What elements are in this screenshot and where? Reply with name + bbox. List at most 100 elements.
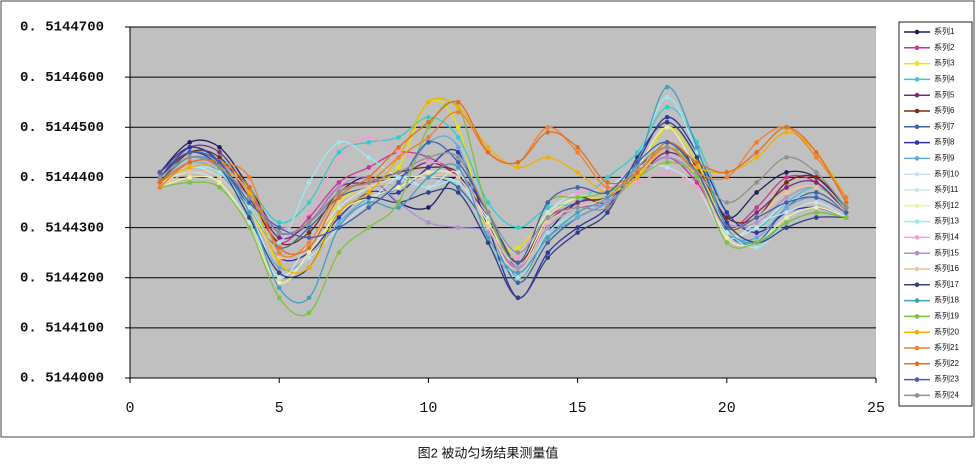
legend-marker xyxy=(914,77,920,82)
x-tick-label: 25 xyxy=(867,400,885,417)
data-point xyxy=(276,260,282,265)
legend-label: 系列17 xyxy=(934,279,959,289)
data-point xyxy=(306,215,312,220)
legend-label: 系列23 xyxy=(934,374,959,384)
data-point xyxy=(754,205,759,210)
data-point xyxy=(575,200,580,205)
data-point xyxy=(276,240,282,245)
data-point xyxy=(575,215,580,220)
data-point xyxy=(336,210,342,215)
data-point xyxy=(396,150,401,155)
y-tick-label: 0. 5144600 xyxy=(20,70,104,86)
legend-marker xyxy=(914,282,920,288)
data-point xyxy=(545,205,551,210)
legend-marker xyxy=(914,266,920,272)
data-point xyxy=(843,195,849,200)
data-point xyxy=(426,124,431,130)
data-point xyxy=(336,180,342,185)
legend-label: 系列3 xyxy=(934,58,955,68)
data-point xyxy=(396,135,401,140)
data-point xyxy=(217,155,222,160)
legend-label: 系列8 xyxy=(934,137,955,147)
data-point xyxy=(485,235,491,240)
data-point xyxy=(485,210,491,215)
data-point xyxy=(455,170,461,175)
data-point xyxy=(485,145,491,150)
data-point xyxy=(336,150,342,155)
data-point xyxy=(664,119,670,125)
legend-label: 系列14 xyxy=(934,232,959,242)
data-point xyxy=(814,180,819,185)
data-point xyxy=(426,135,431,140)
data-point xyxy=(664,114,670,120)
data-point xyxy=(605,200,610,205)
data-point xyxy=(754,220,759,225)
data-point xyxy=(276,270,282,276)
data-point xyxy=(664,124,670,130)
data-point xyxy=(545,220,551,225)
data-point xyxy=(306,265,312,270)
data-point xyxy=(306,210,312,215)
data-point xyxy=(455,135,461,140)
data-point xyxy=(575,145,580,150)
data-point xyxy=(694,180,700,185)
legend-label: 系列10 xyxy=(934,168,959,178)
data-point xyxy=(276,255,282,260)
data-point xyxy=(814,155,819,160)
data-point xyxy=(455,109,461,115)
data-point xyxy=(247,205,252,210)
data-point xyxy=(485,150,491,155)
data-point xyxy=(724,220,730,225)
data-point xyxy=(247,210,252,215)
y-tick-label: 0. 5144200 xyxy=(20,270,104,286)
data-point xyxy=(426,170,431,175)
data-point xyxy=(575,190,580,195)
data-point xyxy=(187,175,192,180)
x-tick-label: 0 xyxy=(125,400,134,417)
data-point xyxy=(814,195,819,200)
data-point xyxy=(485,220,491,225)
data-point xyxy=(276,220,282,225)
legend-marker xyxy=(914,140,920,145)
data-point xyxy=(664,140,670,145)
legend-marker xyxy=(914,219,920,224)
data-point xyxy=(247,185,252,190)
legend-box xyxy=(898,21,973,407)
data-point xyxy=(426,99,431,105)
data-point xyxy=(336,220,342,225)
legend-label: 系列19 xyxy=(934,311,959,321)
data-point xyxy=(306,230,312,235)
data-point xyxy=(664,160,670,165)
data-point xyxy=(575,170,580,175)
data-point xyxy=(455,124,461,130)
data-point xyxy=(784,205,789,210)
data-point xyxy=(515,280,521,286)
data-point xyxy=(724,230,730,235)
data-point xyxy=(455,145,461,150)
data-point xyxy=(426,185,431,190)
data-point xyxy=(724,215,730,220)
data-point xyxy=(634,150,640,155)
data-point xyxy=(306,225,312,230)
legend-marker xyxy=(914,124,920,130)
data-point xyxy=(575,185,580,190)
data-point xyxy=(754,150,759,155)
data-point xyxy=(187,140,192,145)
data-point xyxy=(784,180,789,185)
data-point xyxy=(276,275,282,281)
data-point xyxy=(814,185,819,190)
data-point xyxy=(366,190,372,195)
data-point xyxy=(276,285,282,291)
legend-label: 系列4 xyxy=(934,74,955,84)
data-point xyxy=(426,190,431,195)
data-point xyxy=(724,225,730,230)
data-point xyxy=(754,210,759,215)
data-point xyxy=(217,165,222,170)
legend-marker xyxy=(914,171,920,177)
legend-marker xyxy=(914,92,920,98)
data-point xyxy=(247,220,252,225)
data-point xyxy=(754,190,759,195)
data-point xyxy=(276,245,282,250)
data-point xyxy=(754,235,759,240)
data-point xyxy=(575,150,580,155)
